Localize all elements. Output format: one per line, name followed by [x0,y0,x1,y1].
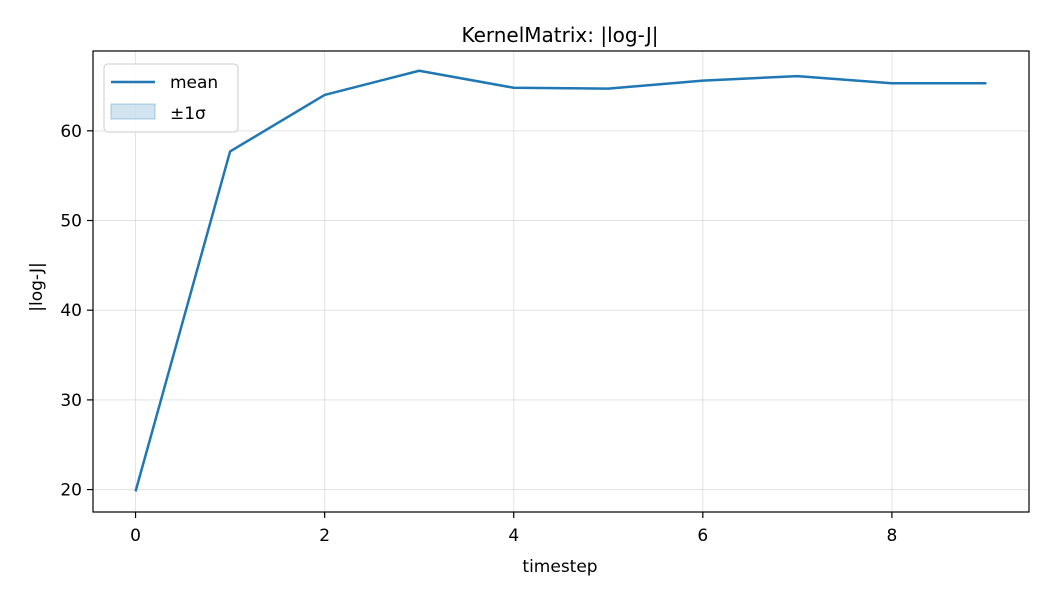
x-tick-label: 2 [319,526,330,546]
series-line-mean [134,69,987,492]
sigma-band [135,70,987,492]
x-tick-label: 0 [130,526,141,546]
x-axis-label: timestep [522,557,597,577]
chart-title: KernelMatrix: |log-J| [461,23,658,47]
x-tick-label: 6 [697,526,708,546]
legend: mean ±1σ [103,63,239,133]
plot-frame [92,50,1030,513]
grid [93,51,1029,512]
y-tick-label: 40 [60,301,82,321]
y-tick-label: 60 [60,122,82,142]
y-tick-label: 20 [60,481,82,501]
y-tick-label: 50 [60,212,82,232]
x-tick-label: 4 [508,526,519,546]
legend-band-swatch [110,103,156,120]
y-axis-ticks: 20 30 40 50 60 [60,122,93,501]
x-tick-label: 8 [886,526,897,546]
legend-band-label: ±1σ [170,104,206,124]
y-tick-label: 30 [60,391,82,411]
series-lines [134,69,987,492]
y-axis-label: |log-J| [27,262,47,311]
legend-mean-label: mean [170,73,218,93]
x-axis-ticks: 0 2 4 6 8 [130,512,897,546]
